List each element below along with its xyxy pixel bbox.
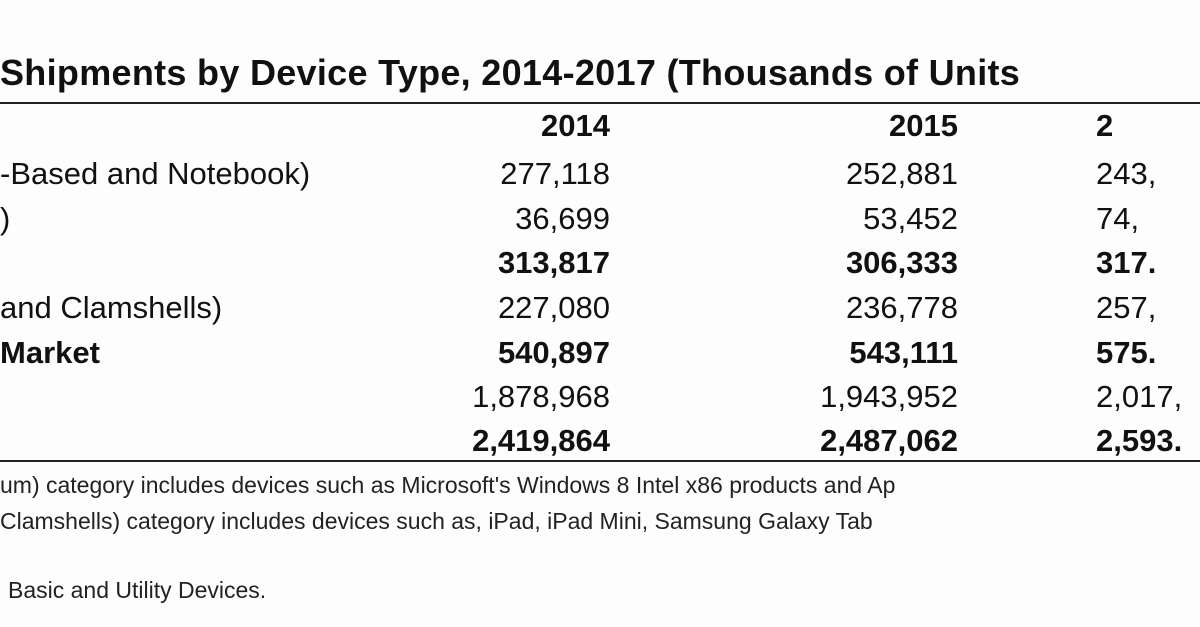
cell-2015: 1,943,952 [820, 379, 958, 414]
cell-2016: 243, [1096, 156, 1157, 191]
cell-2015: 543,111 [849, 335, 958, 370]
cell-2016: 2,593. [1096, 423, 1183, 458]
footer-rule [0, 460, 1200, 462]
cell-2014: 313,817 [497, 245, 610, 280]
cell-2016: 317. [1096, 245, 1157, 280]
cell-2015: 2,487,062 [820, 423, 958, 458]
row-label: Market [0, 335, 100, 370]
row-label: -Based and Notebook) [0, 156, 311, 191]
cell-2015: 306,333 [845, 245, 958, 280]
cell-2016: 257, [1096, 290, 1157, 325]
cell-2014: 227,080 [497, 290, 610, 325]
header-2014: 2014 [541, 108, 610, 143]
cell-2014: 1,878,968 [472, 379, 610, 414]
header-2015: 2015 [889, 108, 958, 143]
cell-2015: 53,452 [863, 201, 958, 236]
cell-2016: 74, [1096, 201, 1140, 236]
table-title: Shipments by Device Type, 2014-2017 (Tho… [0, 52, 1021, 93]
header-2016: 2 [1096, 108, 1114, 143]
cell-2014: 36,699 [515, 201, 610, 236]
row-label: ) [0, 201, 11, 236]
footnote: Clamshells) category includes devices su… [0, 508, 873, 534]
header-rule [0, 102, 1200, 104]
row-label: and Clamshells) [0, 290, 223, 325]
cell-2014: 277,118 [500, 156, 610, 191]
footnote: Basic and Utility Devices. [8, 577, 267, 603]
cell-2014: 540,897 [497, 335, 610, 370]
cell-2014: 2,419,864 [472, 423, 610, 458]
cell-2016: 2,017, [1096, 379, 1183, 414]
cell-2015: 236,778 [845, 290, 958, 325]
footnote: um) category includes devices such as Mi… [0, 472, 896, 498]
cell-2015: 252,881 [845, 156, 958, 191]
cell-2016: 575. [1096, 335, 1157, 370]
